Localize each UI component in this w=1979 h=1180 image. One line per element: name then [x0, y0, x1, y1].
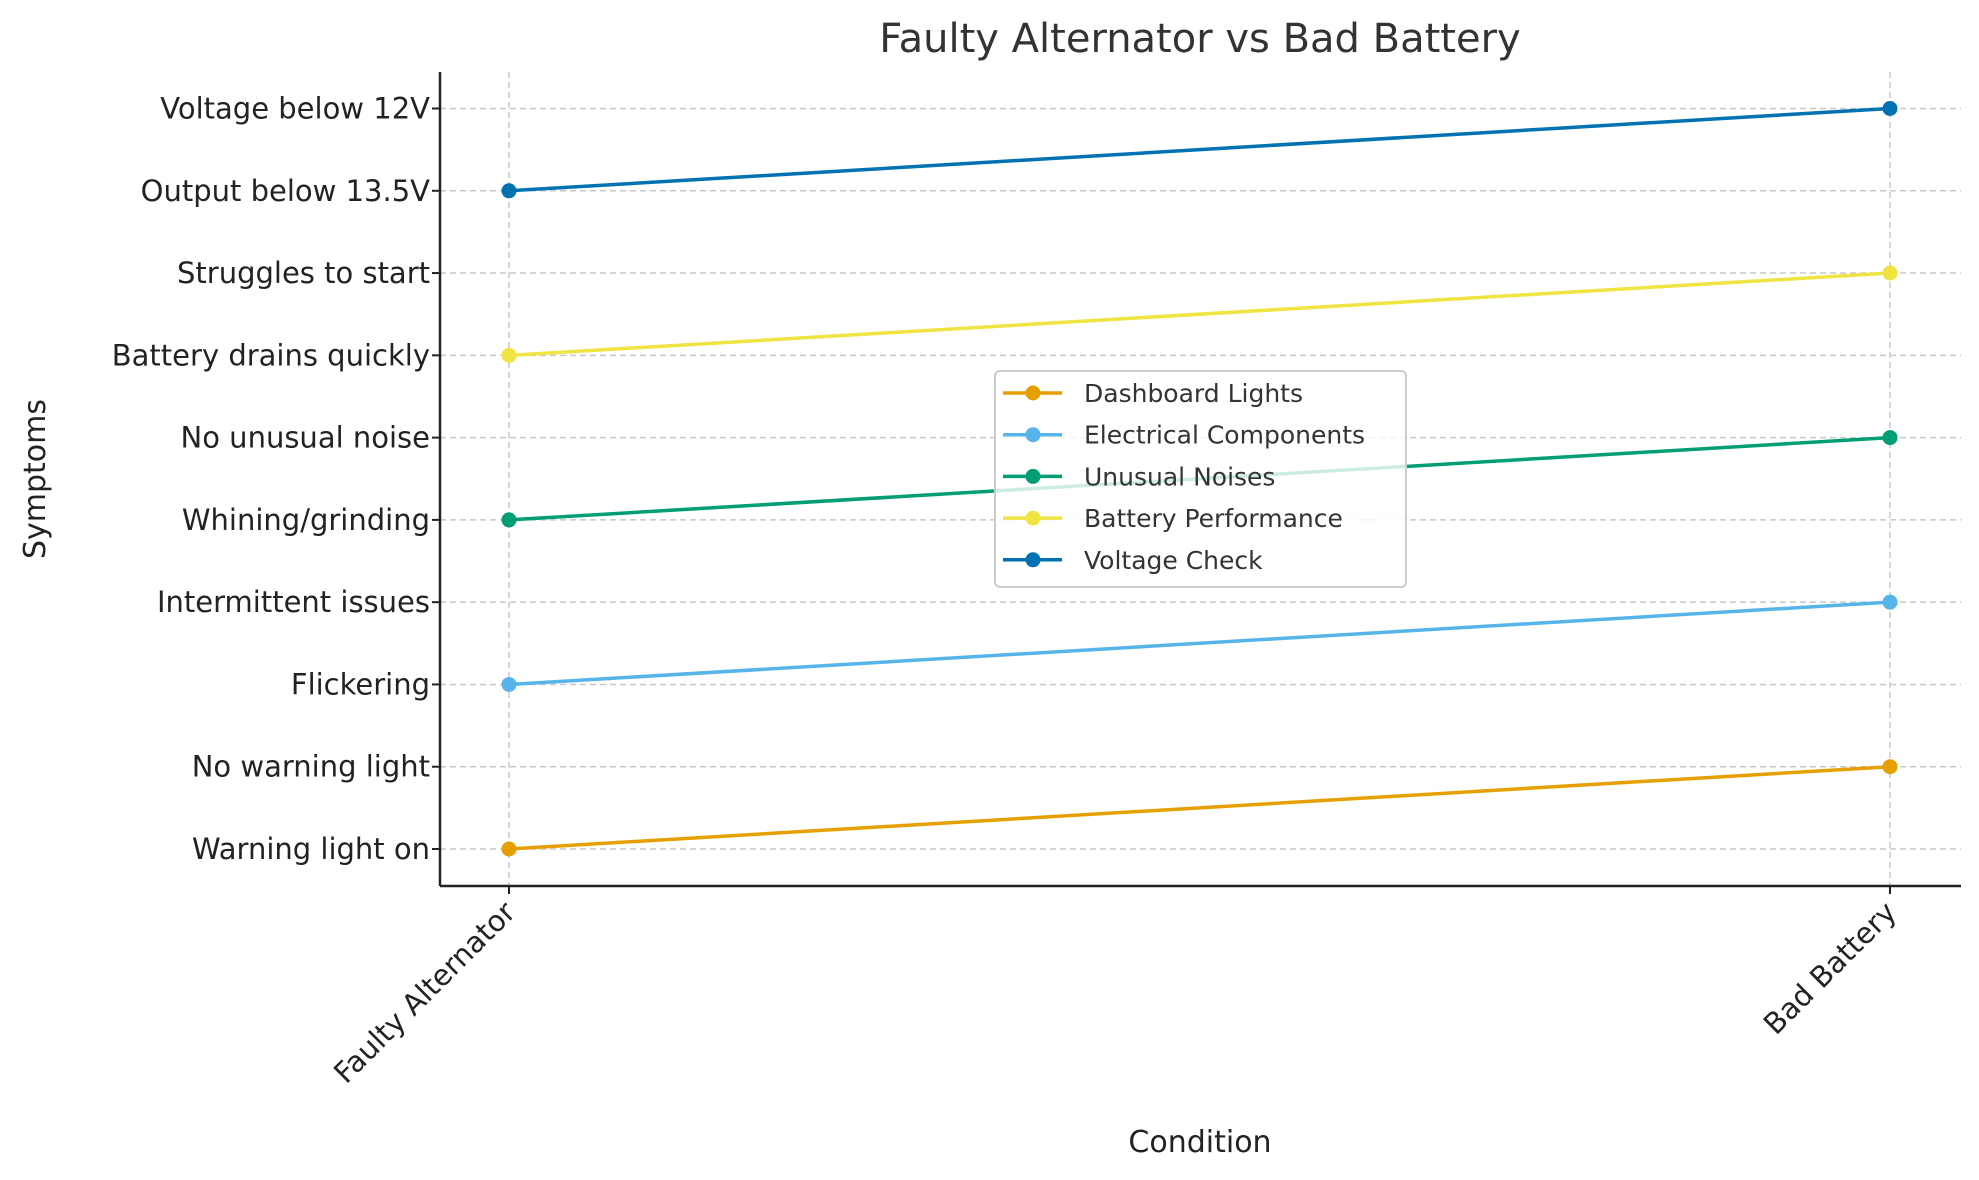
legend: Dashboard Lights Electrical Components Unu…: [994, 370, 1407, 588]
data-point: [1882, 594, 1898, 610]
legend-label: Electrical Components: [1084, 421, 1365, 450]
y-tick-label: Battery drains quickly: [112, 338, 430, 372]
y-tick-label: Output below 13.5V: [141, 174, 431, 208]
series-line: [508, 764, 1891, 851]
y-tick-label: Intermittent issues: [157, 585, 430, 619]
x-tick-label: Faulty Alternator: [327, 895, 522, 1090]
data-point: [501, 183, 517, 199]
y-tick-labels: Warning light on No warning light Flickeri…: [112, 92, 440, 866]
legend-marker: [1025, 510, 1041, 526]
x-tick-labels: Faulty Alternator Bad Battery: [327, 886, 1903, 1090]
chart-title: Faulty Alternator vs Bad Battery: [879, 16, 1520, 62]
y-tick-label: No unusual noise: [181, 421, 430, 455]
data-point: [501, 347, 517, 363]
y-tick-label: No warning light: [192, 750, 430, 784]
x-tick-label: Bad Battery: [1757, 895, 1903, 1041]
data-point: [1882, 759, 1898, 775]
series-line: [508, 106, 1891, 193]
y-tick-label: Struggles to start: [177, 256, 430, 290]
data-point: [501, 676, 517, 692]
y-tick-label: Whining/grinding: [182, 503, 430, 537]
legend-marker: [1025, 427, 1041, 443]
legend-label: Unusual Noises: [1084, 462, 1275, 491]
legend-label: Battery Performance: [1084, 504, 1343, 533]
y-axis-label: Symptoms: [18, 399, 53, 559]
x-axis-label: Condition: [1128, 1125, 1271, 1160]
legend-label: Dashboard Lights: [1084, 379, 1303, 408]
series-line: [508, 600, 1891, 687]
data-point: [501, 512, 517, 528]
data-point: [1882, 430, 1898, 446]
legend-marker: [1025, 385, 1041, 401]
legend-box: [994, 370, 1407, 588]
y-tick-label: Flickering: [291, 667, 430, 701]
y-tick-label: Warning light on: [192, 832, 430, 866]
series-line: [508, 271, 1891, 358]
data-point: [1882, 101, 1898, 116]
data-point: [1882, 265, 1898, 281]
data-point: [501, 841, 517, 857]
legend-marker: [1025, 552, 1041, 568]
legend-label: Voltage Check: [1084, 546, 1263, 575]
legend-marker: [1025, 468, 1041, 484]
y-tick-label: Voltage below 12V: [160, 92, 430, 126]
